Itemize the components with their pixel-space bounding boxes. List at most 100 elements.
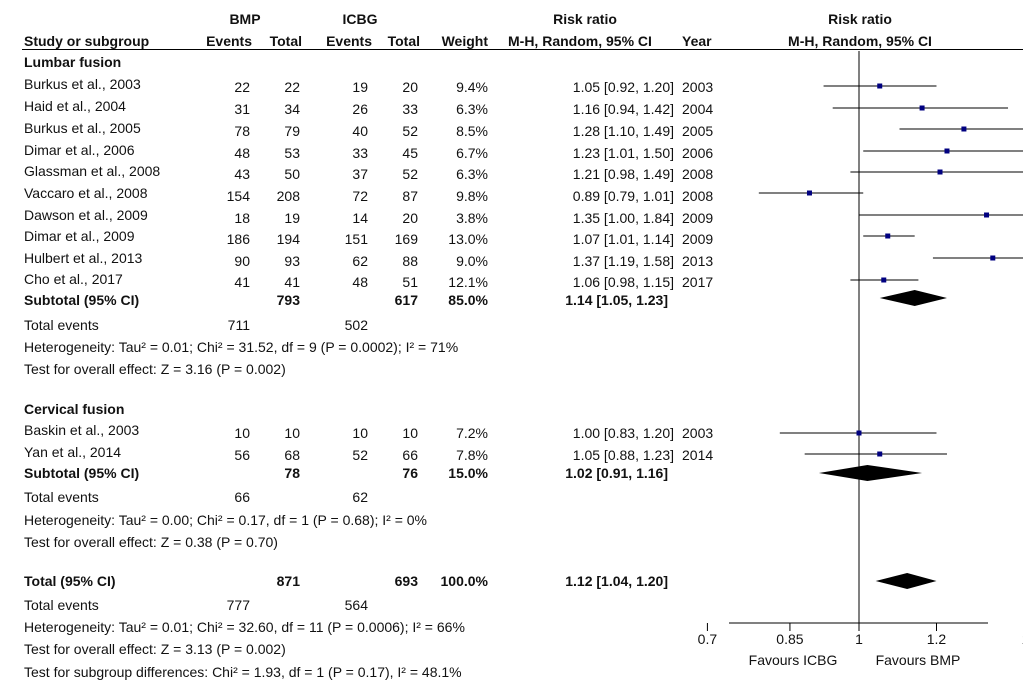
study-year: 2003 xyxy=(682,79,714,95)
total-label: Total (95% CI) xyxy=(24,573,116,589)
study-name: Yan et al., 2014 xyxy=(24,444,122,460)
study-year: 2013 xyxy=(682,253,714,269)
risk-ratio-plot-header: Risk ratio xyxy=(828,11,892,27)
favours-bmp-label: Favours BMP xyxy=(875,652,961,668)
icbg-total: 20 xyxy=(402,79,418,95)
icbg-events: 33 xyxy=(352,145,368,161)
study-point xyxy=(881,277,887,283)
icbg-events: 72 xyxy=(352,188,368,204)
overall-effect-text: Test for overall effect: Z = 3.13 (P = 0… xyxy=(24,641,286,657)
risk-ratio-ci: 1.05 [0.92, 1.20] xyxy=(572,79,674,95)
bmp-total: 93 xyxy=(284,253,300,269)
study-point xyxy=(919,105,925,111)
icbg-total-header: Total xyxy=(387,33,420,49)
study-point xyxy=(877,451,883,457)
risk-ratio-ci: 1.16 [0.94, 1.42] xyxy=(572,101,674,117)
study-name: Vaccaro et al., 2008 xyxy=(24,185,148,201)
icbg-total: 76 xyxy=(402,465,418,481)
bmp-total: 871 xyxy=(276,573,300,589)
icbg-group-header: ICBG xyxy=(342,11,378,27)
icbg-total: 33 xyxy=(402,101,418,117)
icbg-total: 10 xyxy=(402,425,418,441)
year-header: Year xyxy=(682,33,712,49)
method-text-header: M-H, Random, 95% CI xyxy=(508,33,652,49)
bmp-events-header: Events xyxy=(206,33,252,49)
weight: 7.2% xyxy=(456,425,488,441)
study-year: 2009 xyxy=(682,210,714,226)
study-name: Burkus et al., 2003 xyxy=(24,76,141,92)
overall-effect-text: Test for overall effect: Z = 3.16 (P = 0… xyxy=(24,361,286,377)
study-point xyxy=(877,83,883,89)
icbg-events: 502 xyxy=(344,317,368,333)
icbg-total: 88 xyxy=(402,253,418,269)
weight: 6.7% xyxy=(456,145,488,161)
risk-ratio-ci: 1.37 [1.19, 1.58] xyxy=(572,253,674,269)
weight: 12.1% xyxy=(448,274,488,290)
icbg-total: 617 xyxy=(394,292,418,308)
bmp-events: 22 xyxy=(234,79,250,95)
bmp-events: 66 xyxy=(234,489,250,505)
icbg-events-header: Events xyxy=(326,33,372,49)
study-point xyxy=(885,233,891,239)
bmp-total-header: Total xyxy=(269,33,302,49)
risk-ratio-ci: 1.07 [1.01, 1.14] xyxy=(572,231,674,247)
method-plot-header: M-H, Random, 95% CI xyxy=(788,33,932,49)
bmp-events: 777 xyxy=(226,597,250,613)
favours-icbg-label: Favours ICBG xyxy=(748,652,838,668)
heterogeneity-text: Heterogeneity: Tau² = 0.01; Chi² = 32.60… xyxy=(24,619,465,635)
bmp-total: 68 xyxy=(284,447,300,463)
subtotal-label: Subtotal (95% CI) xyxy=(24,292,140,308)
bmp-total: 79 xyxy=(284,123,300,139)
subgroup-title: Cervical fusion xyxy=(24,401,125,417)
weight: 85.0% xyxy=(448,292,488,308)
icbg-total: 169 xyxy=(394,231,418,247)
weight: 6.3% xyxy=(456,166,488,182)
subgroup-title: Lumbar fusion xyxy=(24,54,122,70)
x-tick-label: 0.7 xyxy=(698,631,718,647)
subtotal-label: Subtotal (95% CI) xyxy=(24,465,140,481)
bmp-events: 78 xyxy=(234,123,250,139)
subgroup-differences-text: Test for subgroup differences: Chi² = 1.… xyxy=(24,664,462,680)
risk-ratio-ci: 0.89 [0.79, 1.01] xyxy=(572,188,674,204)
study-year: 2005 xyxy=(682,123,714,139)
icbg-total: 693 xyxy=(394,573,418,589)
weight: 13.0% xyxy=(448,231,488,247)
weight: 9.4% xyxy=(456,79,488,95)
weight: 8.5% xyxy=(456,123,488,139)
risk-ratio-ci: 1.14 [1.05, 1.23] xyxy=(565,292,668,308)
risk-ratio-text-header: Risk ratio xyxy=(553,11,617,27)
weight: 100.0% xyxy=(440,573,488,589)
total-events-label: Total events xyxy=(24,489,99,505)
bmp-total: 53 xyxy=(284,145,300,161)
total-events-label: Total events xyxy=(24,317,99,333)
bmp-events: 31 xyxy=(234,101,250,117)
bmp-total: 19 xyxy=(284,210,300,226)
study-name: Baskin et al., 2003 xyxy=(24,422,140,438)
bmp-events: 186 xyxy=(226,231,250,247)
bmp-group-header: BMP xyxy=(229,11,261,27)
icbg-total: 52 xyxy=(402,166,418,182)
bmp-events: 56 xyxy=(234,447,250,463)
study-year: 2008 xyxy=(682,188,714,204)
icbg-events: 14 xyxy=(352,210,368,226)
risk-ratio-ci: 1.00 [0.83, 1.20] xyxy=(572,425,674,441)
risk-ratio-ci: 1.02 [0.91, 1.16] xyxy=(565,465,668,481)
risk-ratio-ci: 1.23 [1.01, 1.50] xyxy=(572,145,674,161)
pooled-diamond xyxy=(818,465,923,481)
icbg-total: 52 xyxy=(402,123,418,139)
icbg-events: 52 xyxy=(352,447,368,463)
weight: 9.0% xyxy=(456,253,488,269)
bmp-events: 43 xyxy=(234,166,250,182)
risk-ratio-ci: 1.21 [0.98, 1.49] xyxy=(572,166,674,182)
bmp-events: 90 xyxy=(234,253,250,269)
study-year: 2009 xyxy=(682,231,714,247)
bmp-events: 41 xyxy=(234,274,250,290)
bmp-total: 41 xyxy=(284,274,300,290)
study-name: Hulbert et al., 2013 xyxy=(24,250,143,266)
bmp-total: 50 xyxy=(284,166,300,182)
icbg-events: 48 xyxy=(352,274,368,290)
icbg-events: 26 xyxy=(352,101,368,117)
icbg-total: 45 xyxy=(402,145,418,161)
weight-header: Weight xyxy=(441,33,488,49)
